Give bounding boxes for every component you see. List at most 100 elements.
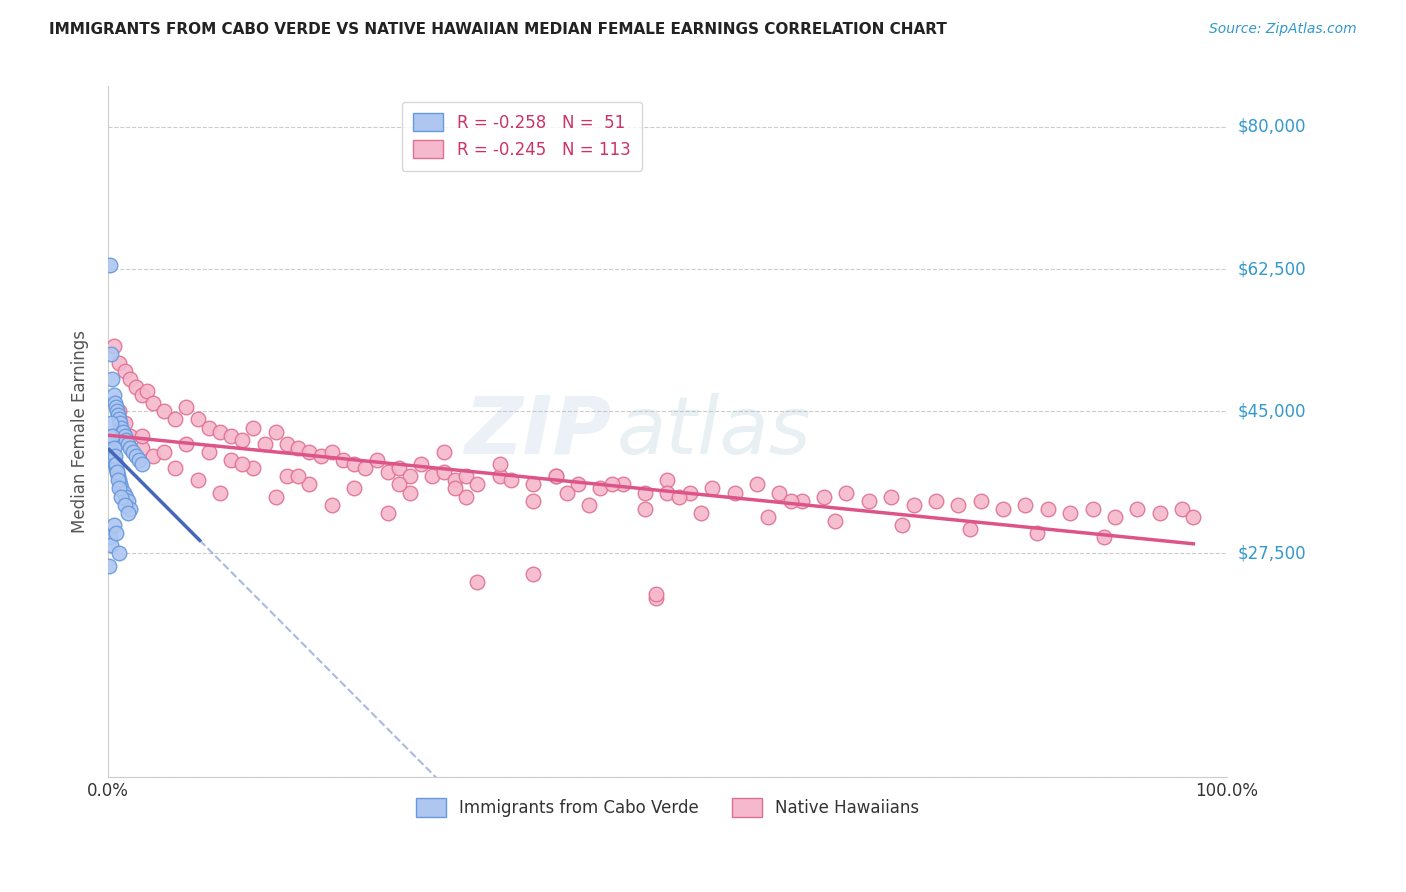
Point [176, 401, 198, 415]
Point [555, 485, 578, 500]
Point [101, 428, 124, 442]
Point [544, 469, 567, 483]
Point [835, 485, 858, 500]
Point [612, 477, 634, 491]
Point [422, 469, 444, 483]
Point [600, 477, 623, 491]
Point [142, 396, 165, 410]
Point [1059, 506, 1081, 520]
Point [1025, 526, 1047, 541]
Point [120, 428, 142, 442]
Point [578, 498, 600, 512]
Point [1171, 501, 1194, 516]
Point [589, 482, 612, 496]
Point [114, 364, 136, 378]
Text: ZIP: ZIP [464, 392, 612, 471]
Point [197, 420, 219, 434]
Point [1036, 501, 1059, 516]
Point [219, 453, 242, 467]
Point [197, 445, 219, 459]
Point [645, 591, 668, 606]
Point [117, 493, 139, 508]
Point [1081, 501, 1104, 516]
Point [377, 465, 399, 479]
Point [108, 355, 131, 369]
Point [657, 485, 679, 500]
Point [779, 493, 801, 508]
Point [903, 498, 925, 512]
Point [125, 449, 148, 463]
Point [959, 522, 981, 536]
Point [104, 457, 127, 471]
Point [264, 490, 287, 504]
Point [108, 546, 131, 560]
Point [321, 445, 343, 459]
Point [100, 437, 122, 451]
Point [105, 404, 128, 418]
Point [107, 469, 129, 483]
Point [112, 485, 135, 500]
Point [110, 490, 132, 504]
Point [298, 477, 321, 491]
Point [108, 482, 131, 496]
Point [242, 420, 264, 434]
Point [242, 461, 264, 475]
Point [107, 409, 129, 423]
Legend: Immigrants from Cabo Verde, Native Hawaiians: Immigrants from Cabo Verde, Native Hawai… [409, 792, 927, 824]
Point [108, 404, 131, 418]
Point [104, 526, 127, 541]
Text: atlas: atlas [617, 392, 811, 471]
Point [465, 477, 488, 491]
Text: $80,000: $80,000 [1239, 118, 1306, 136]
Point [104, 461, 127, 475]
Point [120, 372, 142, 386]
Text: Source: ZipAtlas.com: Source: ZipAtlas.com [1209, 22, 1357, 37]
Point [1149, 506, 1171, 520]
Point [544, 469, 567, 483]
Point [104, 396, 127, 410]
Text: $45,000: $45,000 [1239, 402, 1306, 420]
Point [110, 417, 132, 431]
Point [98, 558, 121, 573]
Point [768, 485, 790, 500]
Point [634, 501, 657, 516]
Point [105, 465, 128, 479]
Point [1104, 509, 1126, 524]
Text: $62,500: $62,500 [1239, 260, 1306, 278]
Point [125, 380, 148, 394]
Point [115, 490, 138, 504]
Point [287, 469, 309, 483]
Point [1014, 498, 1036, 512]
Point [153, 445, 176, 459]
Point [679, 485, 702, 500]
Point [657, 474, 679, 488]
Point [100, 538, 122, 552]
Point [104, 449, 127, 463]
Point [105, 465, 128, 479]
Point [668, 490, 690, 504]
Point [231, 457, 253, 471]
Point [110, 477, 132, 491]
Point [880, 490, 903, 504]
Point [444, 482, 467, 496]
Point [103, 339, 125, 353]
Text: $27,500: $27,500 [1239, 544, 1306, 563]
Point [399, 469, 422, 483]
Point [948, 498, 970, 512]
Point [388, 477, 411, 491]
Point [131, 441, 153, 455]
Point [488, 457, 510, 471]
Point [107, 474, 129, 488]
Point [522, 493, 544, 508]
Point [264, 425, 287, 439]
Point [103, 518, 125, 533]
Point [970, 493, 993, 508]
Point [309, 449, 332, 463]
Point [321, 498, 343, 512]
Point [136, 384, 159, 398]
Point [702, 482, 724, 496]
Point [115, 433, 138, 447]
Point [98, 530, 121, 544]
Point [756, 509, 779, 524]
Point [645, 587, 668, 601]
